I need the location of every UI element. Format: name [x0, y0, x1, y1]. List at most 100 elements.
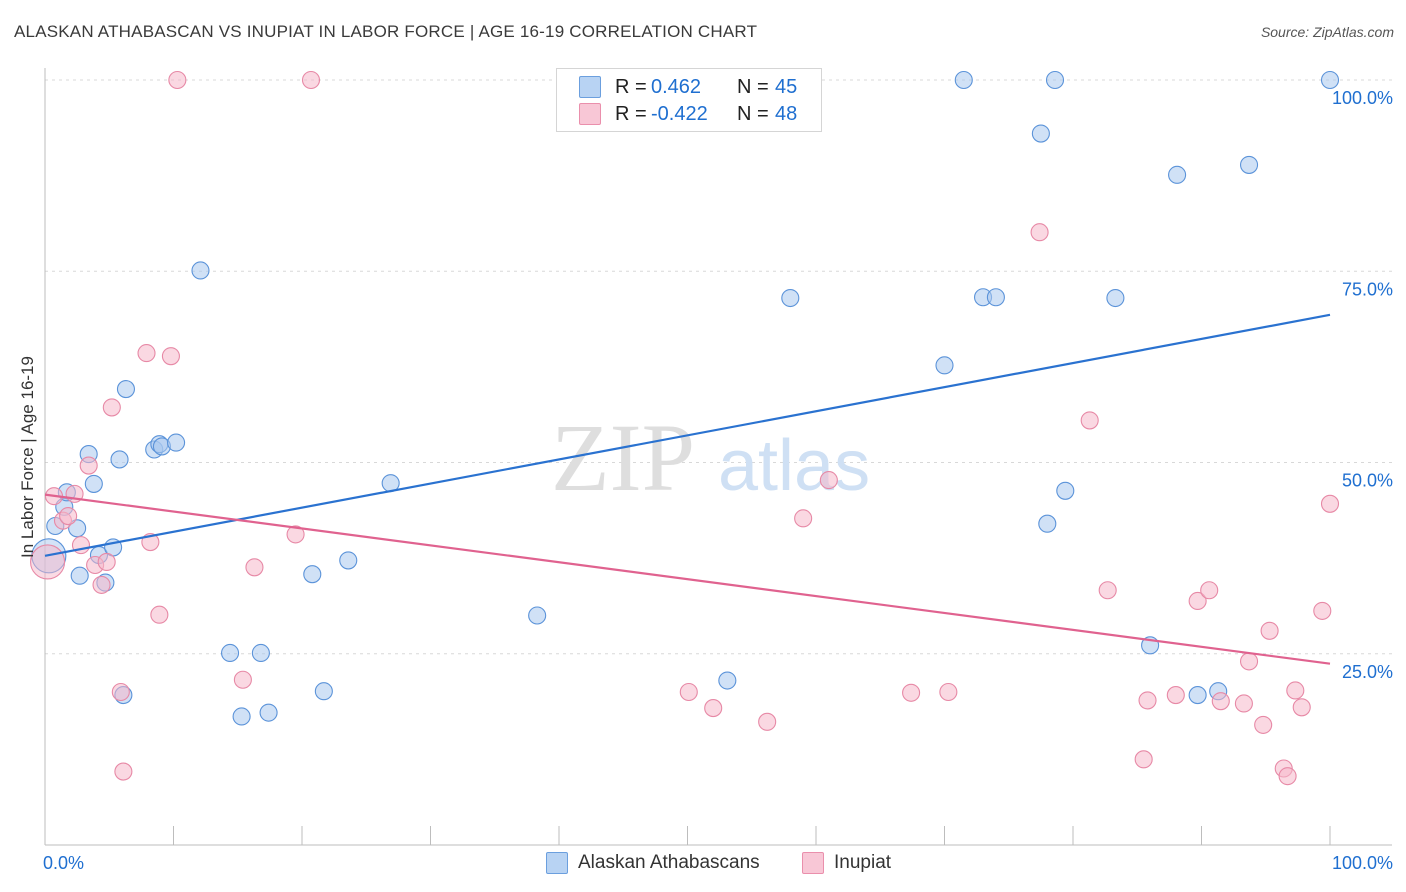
point-inupiat: [1260, 621, 1279, 640]
point-inupiat: [1211, 692, 1230, 711]
point-inupiat: [1234, 694, 1253, 713]
bottom-legend-label-athabascan: Alaskan Athabascans: [578, 852, 760, 873]
point-inupiat: [1278, 767, 1297, 786]
point-inupiat: [1320, 494, 1340, 513]
point-athabascan: [116, 380, 136, 399]
point-inupiat: [1286, 681, 1305, 700]
y-tick-label: 75.0%: [1342, 279, 1393, 299]
point-inupiat: [1134, 750, 1153, 769]
point-athabascan: [935, 356, 954, 375]
point-athabascan: [954, 70, 973, 90]
point-inupiat: [1292, 698, 1311, 717]
point-athabascan: [1045, 70, 1065, 90]
point-inupiat: [1254, 715, 1273, 734]
legend-r-value: 0.462: [651, 75, 702, 98]
point-inupiat: [758, 712, 777, 731]
legend-n-label: N =: [737, 75, 769, 98]
point-athabascan: [191, 261, 210, 280]
point-inupiat: [161, 347, 180, 366]
point-athabascan: [84, 474, 103, 493]
point-inupiat: [245, 558, 264, 577]
point-inupiat: [97, 552, 116, 572]
point-inupiat: [1030, 223, 1049, 242]
point-athabascan: [70, 566, 89, 585]
y-tick-label: 50.0%: [1342, 471, 1393, 491]
point-inupiat: [168, 70, 187, 90]
point-inupiat: [111, 682, 130, 702]
point-athabascan: [1320, 70, 1340, 90]
point-athabascan: [220, 643, 240, 663]
point-athabascan: [528, 606, 547, 625]
point-inupiat: [102, 398, 121, 417]
x-tick-label: 0.0%: [43, 853, 84, 873]
legend-n-label: N =: [737, 102, 769, 125]
bottom-legend-label-inupiat: Inupiat: [834, 852, 892, 873]
point-inupiat: [704, 699, 723, 718]
point-inupiat: [679, 682, 698, 702]
source-label: Source: ZipAtlas.com: [1260, 24, 1394, 40]
legend-row-athabascan: R = 0.462 N = 45: [579, 75, 797, 99]
point-athabascan: [232, 707, 251, 726]
label-layer: 25.0% 50.0% 75.0% 100.0% 0.0% 100.0%: [43, 88, 1393, 873]
point-inupiat: [286, 525, 305, 544]
point-inupiat: [819, 471, 838, 490]
point-inupiat: [1138, 691, 1157, 710]
point-athabascan: [1106, 288, 1125, 308]
point-inupiat: [114, 762, 133, 781]
point-athabascan: [781, 288, 800, 308]
bottom-legend-athabascan: Alaskan Athabascans: [546, 852, 760, 874]
point-athabascan: [339, 551, 358, 570]
legend-r-value: -0.422: [651, 102, 708, 125]
legend-swatch-athabascan: [579, 76, 601, 98]
point-athabascan: [1239, 155, 1259, 174]
point-inupiat: [301, 70, 321, 90]
point-athabascan: [314, 682, 333, 701]
legend-r-label: R =: [615, 75, 647, 98]
point-athabascan: [251, 643, 270, 663]
watermark: ZIP atlas: [551, 404, 870, 511]
trend-layer: [44, 313, 1331, 665]
legend-n-value: 45: [775, 75, 798, 98]
axis-layer: [44, 68, 1392, 846]
trend-line-inupiat: [44, 493, 1331, 665]
point-athabascan: [718, 671, 737, 690]
point-athabascan: [1056, 481, 1075, 500]
watermark-atlas: atlas: [718, 426, 870, 506]
point-athabascan: [303, 565, 322, 584]
legend-n-value: 48: [775, 102, 798, 125]
legend-row-inupiat: R = -0.422 N = 48: [579, 102, 797, 126]
y-axis-label: In Labor Force | Age 16-19: [18, 356, 37, 558]
point-athabascan: [110, 450, 129, 469]
point-athabascan: [986, 288, 1005, 307]
correlation-legend: R = 0.462 N = 45 R = -0.422 N = 48: [556, 68, 822, 132]
legend-r-label: R =: [615, 102, 647, 125]
point-athabascan: [1031, 124, 1050, 143]
point-inupiat: [1200, 581, 1219, 600]
point-inupiat: [1166, 686, 1185, 705]
point-inupiat: [1239, 652, 1259, 671]
point-athabascan: [1168, 165, 1187, 184]
points-layer: [30, 70, 1340, 786]
point-inupiat: [233, 670, 252, 689]
x-tick-label: 100.0%: [1332, 853, 1393, 873]
point-athabascan: [1038, 514, 1057, 533]
point-inupiat: [137, 344, 156, 363]
bottom-legend-swatch-athabascan: [546, 852, 568, 874]
y-tick-label: 25.0%: [1342, 662, 1393, 682]
point-inupiat: [79, 456, 98, 475]
bottom-legend-inupiat: Inupiat: [802, 852, 891, 874]
point-inupiat: [1188, 591, 1207, 611]
point-inupiat: [92, 575, 111, 594]
point-athabascan: [167, 433, 186, 452]
point-athabascan: [68, 519, 87, 538]
point-inupiat: [1080, 411, 1099, 430]
legend-swatch-inupiat: [579, 103, 601, 125]
point-athabascan: [259, 703, 278, 722]
point-inupiat: [1313, 601, 1332, 620]
point-inupiat: [902, 683, 921, 702]
point-athabascan: [1188, 686, 1207, 705]
trend-line-athabascan: [44, 313, 1331, 557]
point-inupiat: [794, 509, 813, 528]
chart-title: ALASKAN ATHABASCAN VS INUPIAT IN LABOR F…: [14, 22, 758, 41]
